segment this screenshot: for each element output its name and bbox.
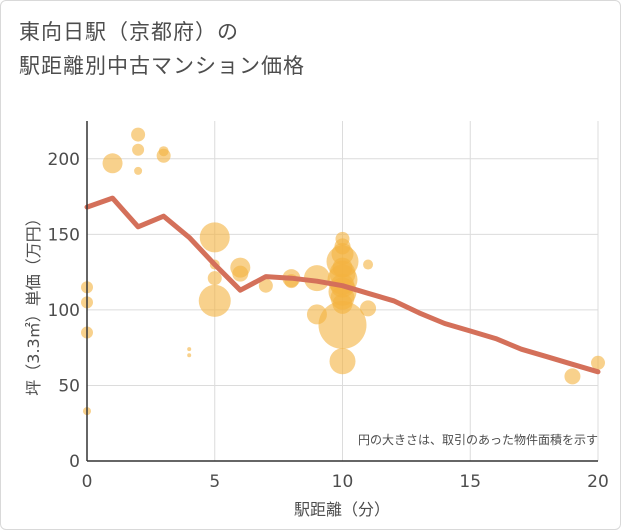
x-tick-label: 15 xyxy=(459,472,481,492)
x-tick-label: 5 xyxy=(209,472,220,492)
y-axis-label: 坪（3.3㎡）単価（万円） xyxy=(24,210,43,395)
bubble-point xyxy=(329,348,356,375)
bubble-point xyxy=(318,301,367,349)
chart-title: 東向日駅（京都府）の 駅距離別中古マンション価格 xyxy=(19,15,305,83)
bubble-point xyxy=(187,353,192,358)
y-tick-label: 150 xyxy=(48,225,80,245)
x-tick-label: 10 xyxy=(332,472,354,492)
bubble-point xyxy=(131,127,146,142)
bubble-point xyxy=(156,148,171,163)
bubble-point xyxy=(134,166,143,175)
y-tick-label: 200 xyxy=(48,150,80,170)
bubble-point xyxy=(132,143,145,156)
y-tick-label: 50 xyxy=(58,376,80,396)
average-price-line xyxy=(84,195,601,375)
bubble-point xyxy=(564,368,581,385)
x-tick-label: 20 xyxy=(587,472,609,492)
bubble-point xyxy=(232,265,249,282)
bubble-point xyxy=(363,259,374,270)
y-tick-label: 0 xyxy=(69,452,80,472)
x-tick-labels: 0 5 10 15 20 xyxy=(82,472,609,492)
bubble-point xyxy=(187,347,192,352)
bubble-point xyxy=(199,222,230,253)
bubble-point xyxy=(207,271,222,286)
bubble-size-note: 円の大きさは、取引のあった物件面積を示す xyxy=(358,432,598,447)
bubble-point xyxy=(360,300,377,317)
x-axis-label: 駅距離（分） xyxy=(294,500,390,519)
bubble-point xyxy=(102,153,123,174)
x-tick-label: 0 xyxy=(82,472,93,492)
bubble-point xyxy=(258,278,273,293)
axes xyxy=(86,121,598,462)
bubble-point xyxy=(198,284,231,317)
y-tick-labels: 0 50 100 150 200 xyxy=(48,150,80,472)
title-line-1: 東向日駅（京都府）の xyxy=(19,20,239,44)
y-tick-label: 100 xyxy=(48,301,80,321)
title-line-2: 駅距離別中古マンション価格 xyxy=(19,54,305,78)
bubble-point xyxy=(591,355,605,370)
